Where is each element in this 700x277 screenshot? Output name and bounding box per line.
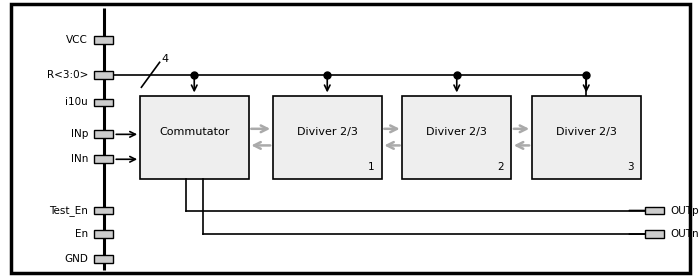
Text: En: En bbox=[75, 229, 88, 239]
Bar bbox=[645, 207, 664, 214]
Text: GND: GND bbox=[64, 254, 88, 264]
Bar bbox=[94, 99, 113, 106]
Bar bbox=[645, 230, 664, 238]
Bar bbox=[94, 71, 113, 79]
Text: 3: 3 bbox=[627, 162, 634, 172]
Bar bbox=[94, 255, 113, 263]
Bar bbox=[532, 96, 640, 179]
Text: Diviver 2/3: Diviver 2/3 bbox=[556, 127, 617, 137]
Text: INn: INn bbox=[71, 154, 88, 164]
Text: R<3:0>: R<3:0> bbox=[47, 70, 88, 80]
Text: i10u: i10u bbox=[65, 98, 88, 107]
Bar bbox=[94, 130, 113, 138]
Text: Diviver 2/3: Diviver 2/3 bbox=[297, 127, 358, 137]
Bar bbox=[94, 36, 113, 44]
Text: Commutator: Commutator bbox=[159, 127, 230, 137]
Text: OUTp: OUTp bbox=[670, 206, 699, 216]
Text: VCC: VCC bbox=[66, 35, 88, 45]
Text: Test_En: Test_En bbox=[49, 205, 88, 216]
Bar bbox=[94, 155, 113, 163]
Bar bbox=[273, 96, 382, 179]
Bar bbox=[94, 207, 113, 214]
Text: OUTn: OUTn bbox=[670, 229, 699, 239]
Text: Diviver 2/3: Diviver 2/3 bbox=[426, 127, 487, 137]
Text: 2: 2 bbox=[498, 162, 504, 172]
Text: 4: 4 bbox=[161, 54, 168, 64]
Text: 1: 1 bbox=[368, 162, 374, 172]
Text: INp: INp bbox=[71, 129, 88, 139]
Bar bbox=[402, 96, 511, 179]
Bar bbox=[94, 230, 113, 238]
Bar bbox=[140, 96, 248, 179]
